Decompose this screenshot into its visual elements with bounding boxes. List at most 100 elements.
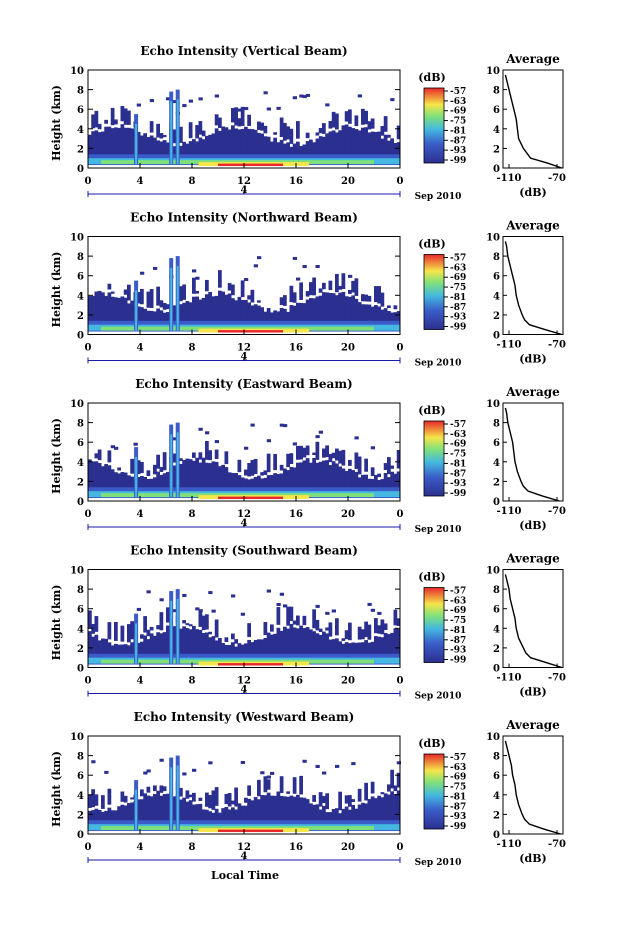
echo-cell xyxy=(205,135,209,163)
echo-cell xyxy=(149,135,154,163)
echo-cell xyxy=(218,117,222,128)
echo-cell xyxy=(322,123,326,134)
echo-cell xyxy=(296,302,300,329)
echo-cell xyxy=(367,642,372,662)
echo-cell xyxy=(286,311,290,329)
echo-cell xyxy=(198,452,203,460)
colorbar-tick-label: -99 xyxy=(450,822,466,832)
colorbar-tick-label: -63 xyxy=(450,263,466,273)
echo-cell xyxy=(123,644,128,662)
echo-cell xyxy=(179,787,183,797)
echo-cell xyxy=(94,110,99,128)
echo-cell xyxy=(380,479,385,496)
echo-cell xyxy=(172,465,177,496)
echo-cell xyxy=(396,311,401,329)
date-label: Sep 2010 xyxy=(415,359,462,369)
echo-cell xyxy=(188,459,193,496)
average-y-tick-label: 4 xyxy=(493,624,500,635)
echo-cell xyxy=(208,134,212,163)
average-title: Average xyxy=(505,552,560,566)
echo-cell xyxy=(315,633,320,662)
echo-cell xyxy=(273,132,277,135)
echo-cell xyxy=(286,142,290,163)
colorbar-tick-label: -69 xyxy=(450,273,466,283)
average-y-tick-label: 10 xyxy=(486,66,500,77)
echo-cell xyxy=(234,473,238,496)
echo-cell xyxy=(140,135,144,163)
x-tick-label: 16 xyxy=(289,343,303,354)
echo-cell xyxy=(162,786,167,792)
echo-cell xyxy=(250,478,255,496)
echo-cell xyxy=(338,285,342,290)
colorbar-tick-label: -75 xyxy=(450,283,466,293)
echo-cell xyxy=(240,477,245,496)
echo-cell xyxy=(364,782,368,801)
echo-cell xyxy=(279,297,284,306)
echo-cell xyxy=(383,632,388,662)
echo-cell xyxy=(240,760,245,764)
echo-layer xyxy=(218,829,283,833)
colorbar-tick-label: -87 xyxy=(450,303,466,313)
echo-cell xyxy=(305,291,310,297)
echo-cell xyxy=(198,797,203,801)
colorbar-tick-label: -63 xyxy=(450,430,466,440)
echo-cell xyxy=(263,91,268,95)
beam-panel: Echo Intensity (Vertical Beam) Height (km… xyxy=(50,44,566,202)
echo-spike xyxy=(135,623,138,664)
colorbar-tick-label: -93 xyxy=(450,479,466,489)
echo-cell xyxy=(331,111,336,128)
echo-cell xyxy=(380,792,385,795)
echo-cell xyxy=(179,286,183,302)
echo-cell xyxy=(188,141,193,163)
echo-spike xyxy=(170,767,173,831)
echo-cell xyxy=(351,762,356,766)
average-profile-line xyxy=(504,574,563,669)
echo-cell xyxy=(143,616,147,633)
x-tick-label: 0 xyxy=(397,343,404,354)
x-tick-label: 0 xyxy=(85,509,92,520)
echo-cell xyxy=(344,642,349,662)
y-tick-label: 8 xyxy=(77,585,84,596)
echo-cell xyxy=(162,473,167,496)
echo-cell xyxy=(231,108,235,123)
echo-cell xyxy=(140,641,144,662)
echo-cell xyxy=(208,811,212,829)
echo-cell xyxy=(153,266,158,270)
echo-cell xyxy=(289,795,294,829)
echo-cell xyxy=(156,140,160,163)
echo-spike xyxy=(170,101,173,165)
echo-cell xyxy=(140,799,144,829)
echo-cell xyxy=(354,436,359,440)
echo-cell xyxy=(110,469,115,496)
panel-title: Echo Intensity (Southward Beam) xyxy=(130,544,358,558)
echo-cell xyxy=(318,136,323,163)
echo-cell xyxy=(367,121,372,130)
echo-cell xyxy=(221,291,225,329)
heatmap-field xyxy=(88,256,401,333)
echo-cell xyxy=(279,630,284,662)
echo-cell xyxy=(146,137,151,163)
echo-cell xyxy=(201,457,206,496)
date-label: Sep 2010 xyxy=(415,692,462,702)
echo-cell xyxy=(114,127,118,163)
average-x-tick-label: -70 xyxy=(548,506,566,517)
echo-cell xyxy=(286,126,290,140)
echo-cell xyxy=(289,305,294,329)
echo-cell xyxy=(276,627,281,662)
echo-spike xyxy=(170,267,173,331)
echo-cell xyxy=(279,117,284,137)
echo-cell xyxy=(338,130,342,163)
echo-cell xyxy=(201,615,206,631)
echo-cell xyxy=(390,471,394,496)
echo-cell xyxy=(357,130,362,163)
echo-cell xyxy=(266,453,271,473)
echo-cell xyxy=(182,284,186,300)
echo-cell xyxy=(91,131,95,163)
echo-cell xyxy=(260,478,264,496)
x-tick-label: 20 xyxy=(341,676,355,687)
echo-cell xyxy=(247,302,251,329)
echo-cell xyxy=(146,470,151,477)
y-tick-label: 2 xyxy=(77,644,84,655)
echo-cell xyxy=(348,795,352,807)
